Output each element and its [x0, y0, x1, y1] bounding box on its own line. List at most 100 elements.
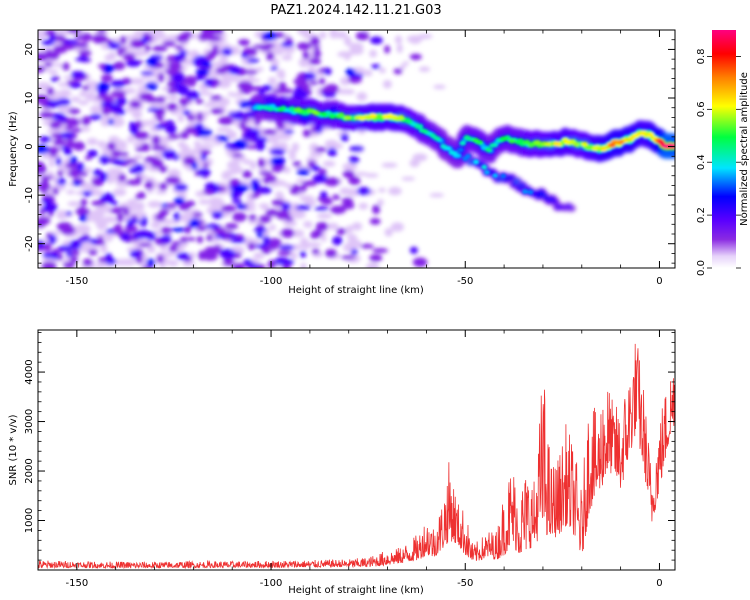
heatmap-cell — [181, 31, 193, 38]
heatmap-cell — [217, 136, 230, 142]
heatmap-cell — [280, 41, 294, 48]
heatmap-cell — [228, 233, 238, 238]
heatmap-cell — [53, 62, 63, 67]
heatmap-cell — [252, 136, 268, 143]
heatmap-cell — [103, 232, 112, 242]
heatmap-cell — [356, 187, 371, 196]
heatmap-cell — [253, 253, 265, 260]
heatmap-cell — [243, 259, 253, 266]
heatmap-cell — [159, 245, 168, 251]
heatmap-cell — [82, 190, 93, 197]
heatmap-cell — [198, 199, 211, 205]
heatmap-cell — [302, 129, 312, 138]
heatmap-cell — [304, 199, 317, 207]
heatmap-cell — [201, 30, 218, 36]
heatmap-cell — [508, 175, 515, 181]
heatmap-cell — [271, 164, 284, 173]
heatmap-cell — [233, 139, 248, 150]
heatmap-cell — [57, 170, 64, 177]
heatmap-cell — [191, 161, 198, 170]
heatmap-cell — [283, 220, 298, 227]
heatmap-cell — [221, 47, 233, 56]
heatmap-cell — [472, 137, 479, 143]
heatmap-cell — [174, 183, 188, 192]
heatmap-cell — [399, 64, 406, 70]
y-tick-label: 4000 — [24, 359, 35, 384]
heatmap-cell — [106, 142, 116, 151]
heatmap-cell — [85, 80, 99, 89]
heatmap-cell — [216, 127, 233, 133]
heatmap-cell — [188, 219, 200, 228]
heatmap-cell — [166, 55, 176, 63]
heatmap-cell — [150, 118, 157, 125]
heatmap-cell — [269, 224, 276, 231]
heatmap-cell — [366, 262, 380, 268]
heatmap-cell — [277, 107, 285, 113]
heatmap-cell — [168, 245, 179, 253]
heatmap-cell — [55, 135, 62, 145]
heatmap-cell — [166, 102, 178, 112]
heatmap-cell — [205, 223, 221, 229]
heatmap-cell — [459, 140, 467, 146]
heatmap-cell — [296, 204, 311, 211]
heatmap-cell — [165, 203, 177, 209]
heatmap-cell — [318, 77, 326, 85]
heatmap-cell — [53, 45, 68, 54]
heatmap-cell — [158, 106, 166, 117]
heatmap-cell — [165, 120, 174, 125]
heatmap-cell — [96, 94, 112, 100]
heatmap-cell — [73, 225, 87, 231]
heatmap-cell — [226, 130, 238, 140]
heatmap-cell — [266, 51, 275, 62]
heatmap-cell — [39, 136, 52, 143]
heatmap-cell — [210, 108, 224, 115]
heatmap-cell — [123, 210, 130, 216]
heatmap-cell — [177, 141, 186, 148]
heatmap-cell — [107, 41, 121, 50]
heatmap-cell — [238, 101, 252, 109]
heatmap-cell — [157, 102, 170, 107]
heatmap-cell — [61, 145, 69, 152]
heatmap-cell — [195, 99, 204, 104]
heatmap-cell — [502, 136, 509, 141]
heatmap-cell — [401, 176, 415, 181]
heatmap-cell — [113, 223, 123, 233]
heatmap-cell — [285, 37, 293, 44]
heatmap-cell — [348, 176, 361, 186]
heatmap-cell — [258, 87, 266, 96]
heatmap-cell — [336, 228, 347, 235]
heatmap-cell — [244, 70, 258, 75]
heatmap-cell — [206, 35, 222, 42]
heatmap-cell — [268, 238, 282, 247]
heatmap-cell — [48, 160, 55, 168]
heatmap-cell — [346, 234, 358, 241]
heatmap-cell — [318, 168, 327, 176]
heatmap-cell — [307, 66, 316, 74]
heatmap-cell — [409, 159, 420, 168]
heatmap-cell — [59, 132, 74, 139]
heatmap-cell — [199, 149, 212, 155]
heatmap-cell — [177, 85, 190, 96]
heatmap-cell — [126, 218, 140, 224]
heatmap-cell — [223, 257, 234, 267]
heatmap-cell — [55, 157, 62, 166]
heatmap-cell — [118, 173, 127, 182]
heatmap-cell — [378, 187, 386, 193]
heatmap-cell — [159, 165, 168, 173]
heatmap-cell — [249, 160, 257, 170]
heatmap-cell — [196, 235, 204, 244]
y-tick-label: 2000 — [24, 458, 35, 483]
heatmap-cell — [232, 262, 246, 268]
heatmap-cell — [608, 142, 616, 148]
heatmap-cell — [66, 251, 73, 258]
heatmap-cell — [308, 57, 321, 65]
heatmap-cell — [199, 143, 215, 149]
heatmap-cell — [160, 203, 168, 208]
heatmap-cell — [55, 30, 69, 37]
heatmap-cell — [341, 197, 354, 204]
figure-title: PAZ1.2024.142.11.21.G03 — [270, 3, 441, 18]
heatmap-cell — [617, 139, 625, 145]
heatmap-cell — [63, 261, 75, 268]
heatmap-cell — [213, 30, 224, 35]
heatmap-cell — [310, 232, 319, 239]
